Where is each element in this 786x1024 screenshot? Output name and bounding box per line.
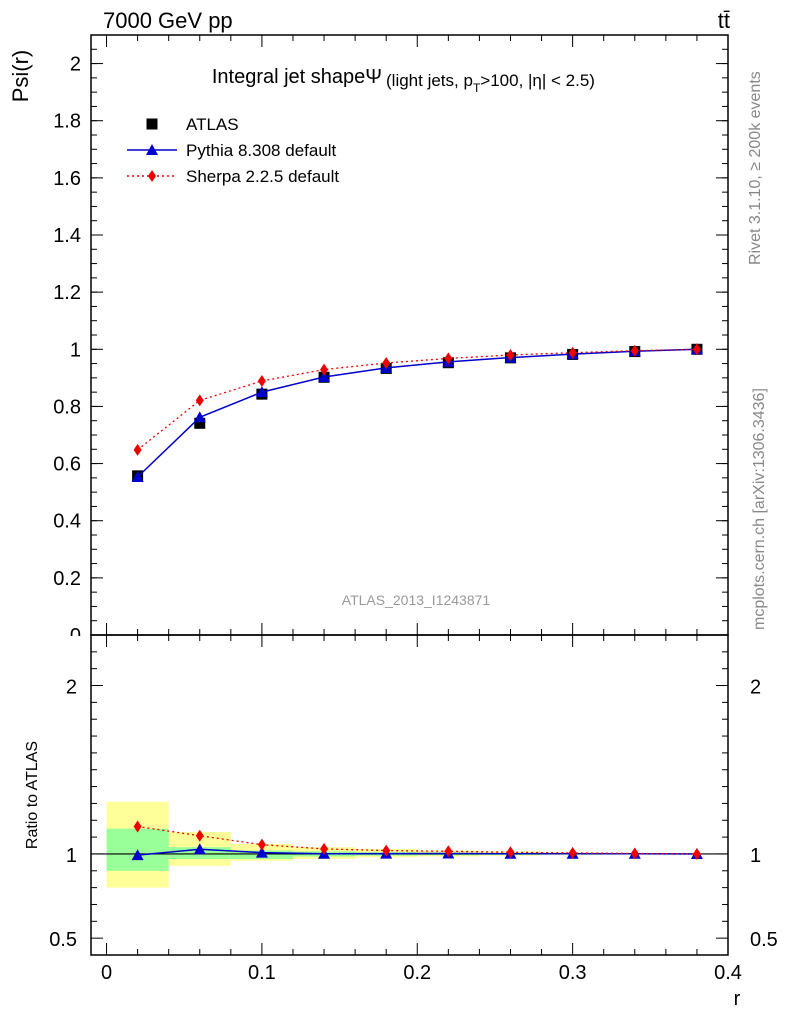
legend-label: ATLAS — [186, 115, 239, 134]
ratio-point-diamond — [506, 846, 515, 859]
ratio-xtick-label: 0 — [101, 962, 112, 984]
main-ytick-label: 1.6 — [53, 168, 81, 190]
main-ytick-label: 0.2 — [53, 568, 81, 590]
ratio-point-diamond — [195, 829, 204, 842]
ratio-frame — [90, 634, 729, 956]
main-ytick-label: 1.8 — [53, 111, 81, 133]
ratio-point-diamond — [568, 846, 577, 859]
analysis-tag: ATLAS_2013_I1243871 — [342, 592, 491, 608]
main-series-line-1 — [137, 348, 697, 478]
main-point-triangle — [318, 371, 331, 382]
main-subtitle-part: (light jets, p — [386, 71, 473, 90]
main-point-diamond — [568, 346, 577, 359]
main-series-line-2 — [137, 348, 697, 451]
x-axis-label: r — [734, 988, 741, 1010]
main-point-diamond — [444, 352, 453, 365]
legend-label: Sherpa 2.2.5 default — [186, 167, 339, 186]
main-ytick-label: 0.8 — [53, 396, 81, 418]
ratio-point-diamond — [630, 847, 639, 860]
legend: ATLAS Pythia 8.308 default Sherpa 2.2.5 de… — [127, 115, 339, 186]
ratio-ylabel: Ratio to ATLAS — [24, 741, 41, 849]
main-point-diamond — [692, 343, 701, 356]
main-point-diamond — [257, 375, 266, 387]
ratio-point-diamond — [692, 847, 701, 860]
ratio-point-diamond — [382, 844, 391, 857]
ratio-point-diamond — [133, 820, 142, 833]
main-point-diamond — [630, 344, 639, 357]
main-ytick-label: 1.4 — [53, 225, 81, 247]
mcplots-label: mcplots.cern.ch [arXiv:1306.3436] — [751, 388, 768, 630]
ratio-point-triangle — [131, 849, 144, 861]
main-plot-marks — [131, 343, 703, 482]
legend-label: Pythia 8.308 default — [186, 141, 337, 160]
main-ytick-label: 1 — [70, 339, 81, 361]
main-title: Integral jet shapeΨ — [212, 66, 382, 88]
main-point-diamond — [506, 349, 515, 361]
main-point-triangle — [131, 471, 144, 482]
ratio-ytick-label: 0.5 — [49, 929, 77, 951]
process-label: tt̄ — [718, 8, 730, 33]
ratio-ytick-label: 2 — [66, 677, 77, 699]
main-subtitle-sub: T — [473, 81, 481, 95]
ratio-series-line-0 — [137, 848, 697, 856]
main-ytick-label: 0.4 — [53, 511, 81, 533]
ratio-axes: 0.5 0.5 1 1 2 2 0 0.1 0.2 0.3 0.4 — [49, 635, 778, 984]
ratio-point-diamond — [320, 842, 329, 855]
rivet-label: Rivet 3.1.10, ≥ 200k events — [747, 71, 764, 265]
ratio-ytick-label-right: 2 — [750, 677, 761, 699]
main-panel: 00.20.40.60.811.21.41.61.82 Psi(r) Integ… — [8, 34, 729, 647]
ratio-ytick-label: 1 — [66, 845, 77, 867]
ratio-xtick-label: 0.4 — [714, 962, 742, 984]
main-axes: 00.20.40.60.811.21.41.61.82 — [53, 34, 729, 647]
main-subtitle-tail: >100, |η| < 2.5) — [480, 71, 595, 90]
main-point-square — [194, 417, 206, 429]
ratio-point-triangle — [255, 846, 268, 858]
legend-marker-triangle — [146, 144, 158, 155]
main-point-triangle — [255, 386, 268, 398]
ratio-plot-marks — [91, 801, 728, 888]
ratio-ytick-label-right: 1 — [750, 845, 761, 867]
ratio-point-diamond — [444, 845, 453, 858]
ratio-ytick-label-right: 0.5 — [750, 929, 778, 951]
ratio-point-diamond — [257, 838, 266, 851]
main-subtitle: (light jets, pT>100, |η| < 2.5) — [386, 71, 595, 95]
legend-marker-square — [146, 118, 158, 130]
main-point-diamond — [320, 363, 329, 376]
label-mask — [60, 636, 90, 650]
ratio-xtick-label: 0.3 — [559, 962, 587, 984]
legend-marker-diamond — [148, 170, 156, 182]
ratio-panel: 0.5 0.5 1 1 2 2 0 0.1 0.2 0.3 0.4 Ratio to ATLAS r — [24, 634, 778, 1010]
main-point-diamond — [133, 443, 142, 456]
ratio-point-triangle — [193, 843, 206, 855]
main-point-diamond — [382, 357, 391, 369]
main-point-triangle — [193, 411, 206, 423]
main-ytick-label: 0.6 — [53, 454, 81, 476]
main-ytick-label: 2 — [70, 54, 81, 76]
ratio-series-line-1 — [137, 825, 697, 855]
main-ytick-label: 1.2 — [53, 282, 81, 304]
energy-label: 7000 GeV pp — [103, 8, 233, 33]
main-ylabel: Psi(r) — [8, 50, 33, 103]
ratio-xtick-label: 0.1 — [248, 962, 276, 984]
ratio-xtick-label: 0.2 — [403, 962, 431, 984]
main-point-diamond — [195, 394, 204, 407]
